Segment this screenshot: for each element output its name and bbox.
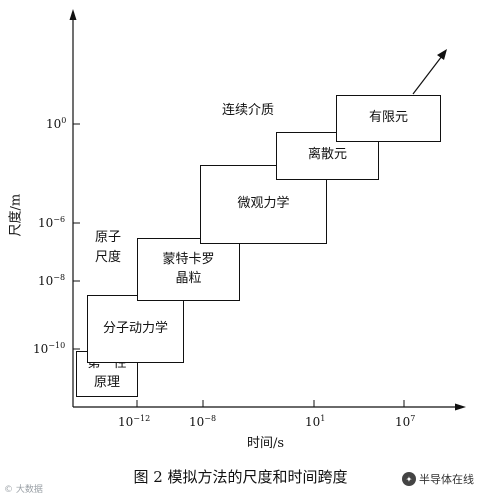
x-tick-label: 101 [305, 414, 326, 429]
y-tick-label: 100 [46, 116, 67, 131]
watermark-left: © 大数据 [4, 485, 43, 495]
y-tick-label: 10−8 [38, 273, 66, 288]
y-axis-arrow-icon [69, 9, 77, 20]
y-tick-label: 10−10 [33, 341, 66, 356]
monte-carlo-box: 蒙特卡罗 晶粒 [137, 238, 240, 301]
trend-arrow-icon [437, 49, 447, 60]
x-tick-label: 10−12 [118, 414, 151, 429]
watermark-right-text: 半导体在线 [419, 473, 474, 486]
continuum-label: 连续介质 [222, 103, 275, 118]
wechat-logo-icon: ✦ [402, 472, 416, 486]
y-tick-label: 10−6 [38, 215, 66, 230]
x-axis-label: 时间/s [247, 436, 285, 451]
figure-caption: 图 2 模拟方法的尺度和时间跨度 [133, 468, 348, 486]
y-axis-label: 尺度/m [8, 193, 24, 237]
trend-arrow-line [412, 55, 443, 95]
x-tick-label: 107 [395, 414, 416, 429]
x-tick-label: 10−8 [189, 414, 217, 429]
finite-element-box: 有限元 [336, 95, 441, 142]
watermark-right: ✦ 半导体在线 [402, 471, 474, 487]
molecular-dynamics-box: 分子动力学 [87, 295, 184, 363]
atomic-scale-label: 原子 尺度 [95, 230, 122, 265]
x-axis-arrow-icon [455, 403, 466, 411]
